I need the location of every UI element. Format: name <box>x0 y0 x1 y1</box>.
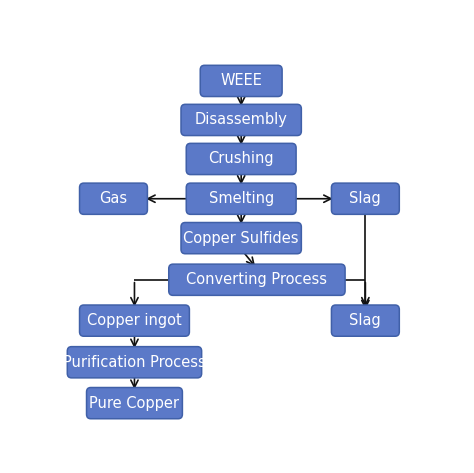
FancyBboxPatch shape <box>67 347 201 378</box>
Text: Copper Sulfides: Copper Sulfides <box>183 231 299 245</box>
FancyBboxPatch shape <box>331 183 399 214</box>
Text: Pure Copper: Pure Copper <box>90 395 180 411</box>
FancyBboxPatch shape <box>200 65 282 96</box>
FancyBboxPatch shape <box>87 387 182 419</box>
FancyBboxPatch shape <box>80 305 190 336</box>
FancyBboxPatch shape <box>181 105 301 136</box>
Text: WEEE: WEEE <box>220 73 262 88</box>
FancyBboxPatch shape <box>169 264 345 295</box>
FancyBboxPatch shape <box>186 143 296 175</box>
FancyBboxPatch shape <box>331 305 399 336</box>
FancyBboxPatch shape <box>186 183 296 214</box>
Text: Disassembly: Disassembly <box>195 113 288 127</box>
Text: Slag: Slag <box>349 313 381 328</box>
Text: Copper ingot: Copper ingot <box>87 313 182 328</box>
FancyBboxPatch shape <box>181 222 301 254</box>
Text: Purification Process: Purification Process <box>63 355 206 370</box>
Text: Crushing: Crushing <box>209 151 274 166</box>
Text: Gas: Gas <box>100 191 128 206</box>
Text: Smelting: Smelting <box>209 191 274 206</box>
Text: Converting Process: Converting Process <box>186 272 328 287</box>
FancyBboxPatch shape <box>80 183 147 214</box>
Text: Slag: Slag <box>349 191 381 206</box>
